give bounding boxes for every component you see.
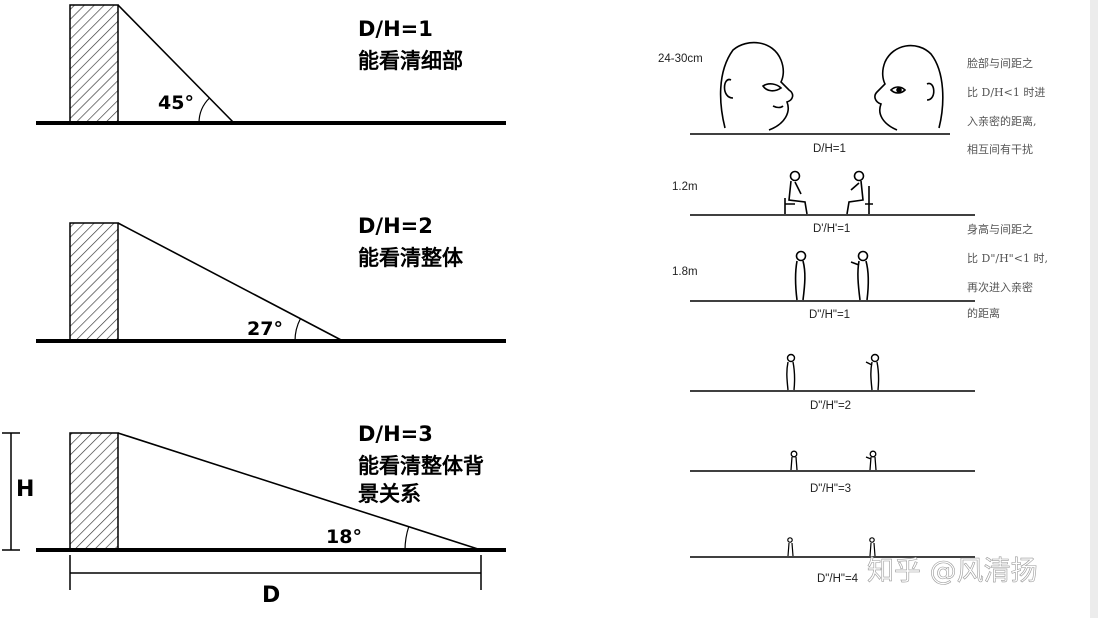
note-faces: 脸部与间距之 比 D/H<1 时进 入亲密的距离, 相互间有干扰 [967, 56, 1045, 156]
sight-line [117, 4, 235, 124]
person-left-icon [786, 353, 796, 391]
ratio-caption: D/H=1 [813, 143, 846, 155]
right-diagram: 24-30cm D/H=1 1.2m [658, 41, 1048, 587]
standing-person-left-icon [794, 250, 807, 301]
angle-arc [198, 97, 210, 124]
level-ratio-3: D"/H"=3 [690, 450, 975, 495]
seated-person-right-icon [846, 170, 873, 215]
note-line: 入亲密的距离, [967, 114, 1037, 128]
level-standing: 1.8m D"/H"=1 [672, 250, 975, 321]
building-block [69, 432, 119, 551]
level-faces: 24-30cm D/H=1 [658, 41, 950, 155]
row-dh3: 18° D/H=3 能看清整体背 景关系 H D [2, 422, 506, 608]
level-ratio-4: D"/H"=4 [690, 537, 975, 585]
note-line: 的距离 [967, 306, 1000, 320]
row-dh1: 45° D/H=1 能看清细部 [36, 4, 506, 125]
face-left-icon [719, 41, 794, 131]
distance-label: D [262, 583, 280, 608]
note-line: 身高与间距之 [967, 222, 1033, 236]
level-seated: 1.2m D'/H'=1 [672, 170, 975, 235]
sight-line [117, 432, 482, 551]
left-diagram: 45° D/H=1 能看清细部 27° D/H=2 能看清整体 18° D/H=… [2, 4, 506, 608]
ratio-caption: D"/H"=4 [817, 573, 859, 585]
note-line: 脸部与间距之 [967, 56, 1033, 70]
height-label: 1.2m [672, 181, 698, 193]
face-right-icon [874, 44, 944, 131]
ratio-caption: D"/H"=2 [810, 400, 851, 412]
watermark: 知乎 @风清扬 [867, 556, 1038, 587]
ratio-label: D/H=3 [358, 422, 433, 446]
ratio-caption: D'/H'=1 [813, 223, 850, 235]
row-dh2: 27° D/H=2 能看清整体 [36, 214, 506, 343]
ratio-caption: D"/H"=3 [810, 483, 851, 495]
person-left-icon [790, 450, 798, 471]
note-bodies: 身高与间距之 比 D"/H"<1 时, 再次进入亲密 的距离 [967, 222, 1048, 320]
person-left-icon [787, 537, 794, 557]
sight-line [117, 222, 344, 342]
height-label: 24-30cm [658, 53, 703, 65]
height-label: H [16, 477, 34, 502]
right-diagram-panel: 24-30cm D/H=1 1.2m [645, 0, 1098, 618]
standing-person-right-icon [850, 250, 870, 301]
right-diagram-canvas [645, 0, 1090, 618]
panel-edge [1090, 0, 1098, 618]
ratio-label: D/H=1 [358, 17, 433, 41]
note-line: 比 D"/H"<1 时, [967, 252, 1048, 265]
person-right-icon [869, 537, 876, 557]
left-diagram-panel: 45° D/H=1 能看清细部 27° D/H=2 能看清整体 18° D/H=… [2, 4, 506, 608]
angle-label: 27° [247, 318, 283, 340]
description-label: 能看清整体背 [358, 454, 484, 478]
person-right-icon [865, 450, 877, 471]
building-block [69, 222, 119, 342]
ratio-caption: D"/H"=1 [809, 309, 850, 321]
description-label: 能看清整体 [358, 246, 464, 270]
seated-person-left-icon [784, 170, 808, 215]
angle-arc [404, 526, 410, 551]
person-right-icon [865, 353, 880, 391]
building-block [69, 4, 119, 124]
note-line: 比 D/H<1 时进 [967, 86, 1045, 99]
angle-arc [294, 318, 302, 342]
height-label: 1.8m [672, 266, 698, 278]
note-line: 相互间有干扰 [967, 142, 1033, 156]
description-label-line2: 景关系 [358, 482, 421, 506]
description-label: 能看清细部 [358, 49, 463, 73]
level-ratio-2: D"/H"=2 [690, 353, 975, 412]
angle-label: 45° [158, 92, 194, 114]
ratio-label: D/H=2 [358, 214, 433, 238]
angle-label: 18° [326, 526, 362, 548]
note-line: 再次进入亲密 [967, 280, 1033, 294]
